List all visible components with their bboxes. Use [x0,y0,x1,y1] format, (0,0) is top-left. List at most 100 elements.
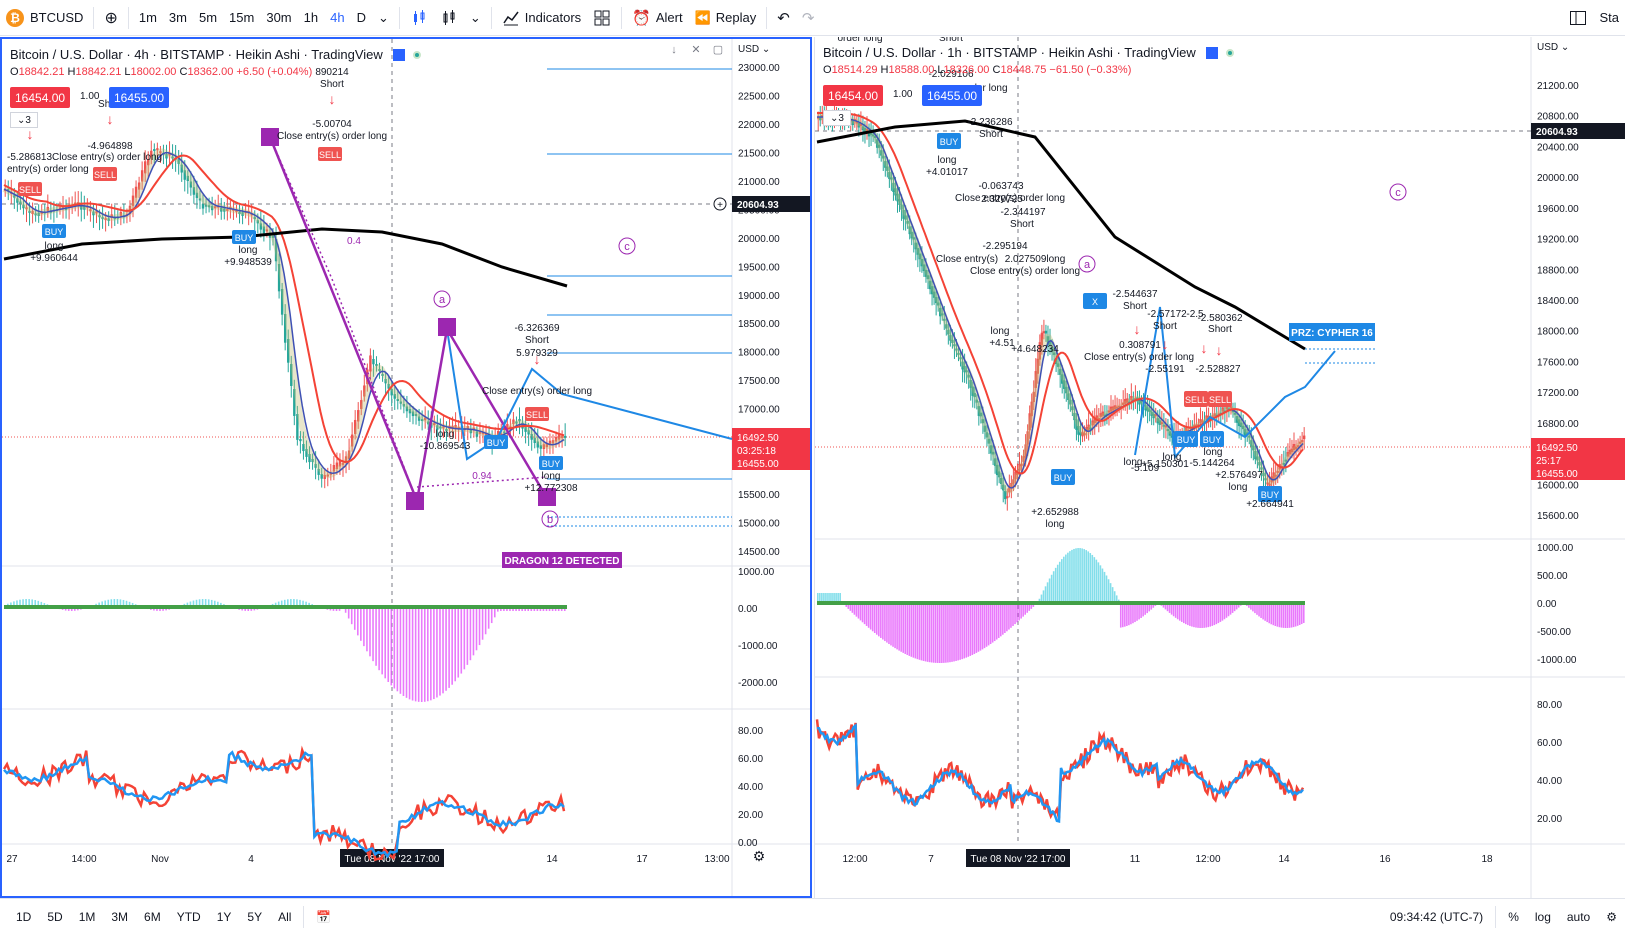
candle-body [80,204,83,210]
chart-canvas-right[interactable]: USD ⌄ 21200.00 20800.00 20400.00 20000.00 196… [815,37,1625,898]
macd-bar [890,603,892,646]
interval-1m[interactable]: 1m [138,10,157,25]
macd-bar [308,602,310,607]
countdown-label: 25:17 [1536,456,1561,467]
candle-body [1156,418,1159,424]
right-toolbar-label[interactable]: Sta [1599,10,1619,25]
range-1y[interactable]: 1Y [216,910,232,924]
price-tick-label: 20400.00 [1537,142,1579,153]
pane-control-icon[interactable]: ↓ [671,44,677,56]
timezone-clock[interactable]: 09:34:42 (UTC-7) [1389,910,1484,924]
pane-control-icon[interactable]: ▢ [713,44,723,56]
chart-pane-left[interactable]: USD ⌄ 23000.00 22500.00 22000.00 21500.00 210… [0,37,812,898]
buy-signal-box [1083,293,1107,309]
range-1d[interactable]: 1D [16,910,32,924]
auto-toggle[interactable]: auto [1566,910,1591,924]
compare-button[interactable]: ⊕ [98,0,123,36]
buy-button[interactable]: 16455.00 [109,87,170,108]
candle-body [1061,374,1064,384]
settings-button[interactable]: ⚙ [1598,910,1625,924]
layers-toggle[interactable]: ⌄ 3 [10,112,38,128]
macd-bar [423,607,426,702]
macd-bar [983,603,986,649]
range-1m[interactable]: 1M [78,910,96,924]
time-tick-label: Nov [151,854,169,865]
bar-style-dropdown[interactable]: ⌄ [464,0,487,36]
interval-15m[interactable]: 15m [229,10,255,25]
macd-bar [283,599,286,607]
redo-button[interactable]: ↷ [796,0,821,36]
macd-bar [472,607,475,656]
macd-bar [1170,603,1173,615]
buy-button[interactable]: 16455.00 [922,85,983,106]
layout-button[interactable] [1563,0,1593,36]
interval-5m[interactable]: 5m [198,10,218,25]
macd-bar [217,601,219,607]
candle-body [375,364,378,366]
sell-button[interactable]: 16454.00 [823,85,884,106]
ohlc-close: 18362.00 [187,66,234,78]
candle-body [357,410,360,422]
candle-body [113,217,116,220]
range-5y[interactable]: 5Y [247,910,263,924]
candle-body [283,314,287,343]
candle-body [1296,445,1300,448]
add-alert-icon[interactable] [713,197,727,211]
candle-body [875,139,879,148]
gear-icon[interactable]: ⚙ [753,848,766,864]
alert-button[interactable]: ⏰ Alert [626,0,688,36]
interval-d[interactable]: D [356,10,366,25]
trade-annotation: -10.869543 [420,441,471,452]
candle-body [961,361,964,370]
ohlc-high: 18842.21 [75,66,122,78]
templates-button[interactable] [587,0,617,36]
macd-bar [1264,603,1266,621]
interval-1h[interactable]: 1h [303,10,319,25]
undo-button[interactable]: ↶ [771,0,796,36]
candle-body [1199,419,1202,424]
macd-bar [1150,603,1153,610]
macd-bar [1067,552,1069,603]
candle-body [1067,393,1070,401]
range-6m[interactable]: 6M [144,910,161,924]
interval-dropdown[interactable]: ⌄ [372,0,395,36]
pane-control-icon[interactable]: ✕ [691,44,700,56]
candle-body [536,441,539,448]
candle-body [347,450,351,459]
macd-bar [884,603,886,642]
log-toggle[interactable]: log [1534,910,1551,924]
range-ytd[interactable]: YTD [176,910,201,924]
bar-style-candles[interactable] [404,0,434,36]
interval-3m[interactable]: 3m [168,10,187,25]
range-5d[interactable]: 5D [47,910,63,924]
candle-body [1111,406,1115,411]
goto-date-button[interactable]: 📅 [308,910,339,924]
trade-annotation: -2.57172 [1147,309,1187,320]
layers-toggle[interactable]: ⌄ 3 [823,110,851,126]
bar-style-heikin[interactable] [434,0,464,36]
sell-button[interactable]: 16454.00 [10,87,71,108]
candle-body [241,212,244,216]
interval-30m[interactable]: 30m [266,10,292,25]
trade-annotation: +9.960644 [30,253,78,264]
macd-bar [186,602,189,607]
candle-body [1097,417,1100,420]
replay-button[interactable]: ⏪ Replay [689,0,763,36]
buy-signal-label: BUY [487,438,506,448]
range-3m[interactable]: 3M [111,910,129,924]
chart-pane-right[interactable]: USD ⌄ 21200.00 20800.00 20400.00 20000.00 196… [814,37,1625,898]
percent-toggle[interactable]: % [1508,910,1519,924]
price-tick-label: 19000.00 [738,291,780,302]
symbol-search[interactable]: ₿ BTCUSD [0,0,89,36]
indicators-button[interactable]: Indicators [496,0,587,36]
chart-canvas-left[interactable]: USD ⌄ 23000.00 22500.00 22000.00 21500.00 210… [2,39,810,896]
macd-bar [995,603,998,640]
interval-4h[interactable]: 4h [330,10,345,25]
range-all[interactable]: All [278,910,292,924]
trade-annotation: +4.01017 [926,167,968,178]
macd-bar [934,603,937,663]
trade-annotation: long [1124,457,1143,468]
candles-icon [413,9,425,25]
trade-annotation: -5.00704 [312,119,352,130]
trade-annotation: Short [525,335,549,346]
